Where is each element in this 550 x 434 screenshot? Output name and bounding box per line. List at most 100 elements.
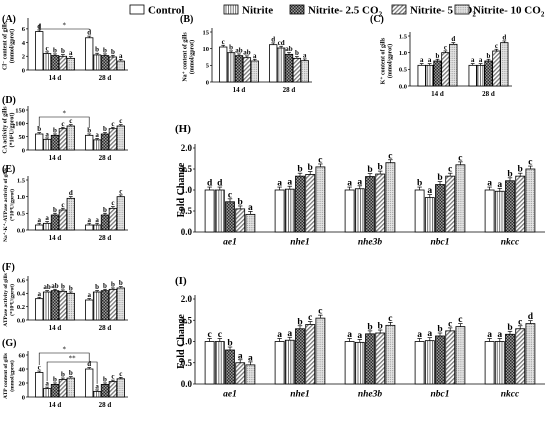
sig-letter: c bbox=[111, 373, 114, 381]
sig-letter: c bbox=[308, 313, 312, 323]
panel-label-i: (I) bbox=[175, 275, 187, 287]
y-axis-label: (mmol/gprot) bbox=[387, 44, 394, 78]
y-axis-label: (mmol/gprot) bbox=[8, 360, 15, 392]
y-tick-label: 150 bbox=[15, 107, 25, 114]
panel-label-g: (G) bbox=[2, 338, 16, 349]
sig-letter: a bbox=[427, 329, 432, 339]
legend-label-sub: 2 bbox=[541, 11, 545, 19]
sig-letter: a bbox=[45, 380, 49, 388]
bar-i-1-0 bbox=[274, 341, 285, 385]
sig-letter: b bbox=[507, 323, 512, 333]
bar-i-0-4 bbox=[245, 364, 256, 385]
sig-letter: b bbox=[436, 52, 440, 60]
x-tick-label: nkcc bbox=[501, 390, 520, 400]
x-tick-label: 28 d bbox=[283, 86, 296, 94]
y-tick-label: 0.5 bbox=[17, 211, 26, 218]
sig-letter: b bbox=[487, 52, 491, 60]
sig-bracket-label: * bbox=[62, 22, 66, 30]
y-axis-label: ATPase activity of gills bbox=[3, 273, 9, 327]
panel-f: (F)ATPase activity of gills (*10²U/gprot)… bbox=[2, 262, 128, 332]
sig-letter: b bbox=[69, 369, 73, 377]
x-tick-label: ae1 bbox=[223, 390, 237, 400]
sig-letter: b bbox=[297, 317, 302, 327]
bar-a-0-1 bbox=[42, 53, 52, 71]
bar-b-1-1 bbox=[276, 47, 286, 83]
sig-letter: c bbox=[528, 158, 532, 168]
legend-label-control: Control bbox=[148, 5, 184, 17]
bar-c-0-4 bbox=[449, 43, 458, 87]
bar-i-1-4 bbox=[315, 317, 326, 385]
bar-g-1-2 bbox=[100, 383, 110, 398]
y-tick-label: 0 bbox=[22, 147, 25, 154]
legend: Control Nitrite Nitrite- 2.5 CO2 Nitrite… bbox=[129, 5, 545, 19]
y-tick-label: 100 bbox=[15, 121, 25, 128]
bar-g-0-0 bbox=[35, 372, 44, 398]
sig-letter: a bbox=[428, 56, 432, 64]
sig-letter: a bbox=[487, 179, 492, 189]
y-tick-label: 0.5 bbox=[181, 206, 193, 216]
sig-letter: c bbox=[61, 201, 64, 209]
x-tick-label: nbc1 bbox=[431, 238, 450, 248]
bar-g-0-3 bbox=[58, 379, 68, 398]
sig-letter: d bbox=[217, 179, 223, 189]
bar-g-1-4 bbox=[116, 378, 125, 398]
y-tick-label: 1.0 bbox=[181, 337, 193, 347]
bar-g-1-1 bbox=[92, 390, 102, 398]
x-tick-label: 14 d bbox=[49, 154, 62, 162]
x-tick-label: 14 d bbox=[431, 90, 444, 98]
bar-h-4-0 bbox=[484, 189, 495, 233]
sig-letter: a bbox=[487, 330, 492, 340]
legend-item-nitrite: Nitrite bbox=[223, 5, 273, 17]
bar-d-0-0 bbox=[35, 133, 44, 151]
bar-h-1-4 bbox=[315, 166, 326, 233]
sig-letter: c bbox=[38, 364, 41, 372]
bar-b-1-0 bbox=[269, 44, 278, 83]
bar-i-3-1 bbox=[424, 340, 435, 385]
panel-label-d: (D) bbox=[2, 95, 16, 106]
sig-letter: b bbox=[229, 43, 233, 51]
bar-i-2-2 bbox=[365, 333, 375, 385]
y-tick-label: 0.0 bbox=[399, 83, 407, 90]
sig-letter: b bbox=[119, 279, 123, 287]
sig-letter: b bbox=[308, 163, 313, 173]
panel-d: (D)CA activity of gills (*10²U/gprot) 0 50 1… bbox=[2, 95, 128, 162]
y-tick-label: 6 bbox=[22, 26, 26, 33]
legend-label-sub: 2 bbox=[379, 11, 383, 19]
x-tick-label: nbc1 bbox=[431, 390, 450, 400]
y-tick-label: 0.2 bbox=[17, 304, 25, 311]
y-tick-label: 0.0 bbox=[17, 317, 25, 324]
bar-i-2-0 bbox=[344, 341, 355, 385]
sig-letter: b bbox=[103, 282, 107, 290]
bar-h-2-2 bbox=[365, 176, 375, 233]
bar-a-1-1 bbox=[92, 54, 102, 71]
y-tick-label: 10 bbox=[203, 46, 210, 53]
sig-letter: c bbox=[448, 165, 452, 175]
sig-letter: b bbox=[507, 169, 512, 179]
sig-letter: c bbox=[458, 153, 462, 163]
sig-letter: b bbox=[61, 371, 65, 379]
legend-label-text: Nitrite- 10 CO bbox=[473, 5, 541, 17]
bar-c-0-1 bbox=[425, 64, 434, 87]
x-tick-label: 14 d bbox=[233, 86, 246, 94]
sig-letter: a bbox=[497, 180, 502, 190]
sig-letter: ab bbox=[51, 282, 59, 290]
sig-letter: a bbox=[253, 52, 257, 60]
sig-bracket bbox=[46, 361, 98, 384]
bar-f-1-2 bbox=[100, 290, 110, 321]
bar-b-1-2 bbox=[284, 53, 294, 83]
sig-letter: a bbox=[45, 214, 49, 222]
y-axis-label: (*10²U/gprot) bbox=[8, 284, 15, 316]
sig-letter: d bbox=[207, 179, 213, 189]
y-axis-label: CA activity of gills bbox=[3, 106, 9, 154]
sig-letter: a bbox=[497, 330, 502, 340]
bar-b-0-0 bbox=[219, 46, 228, 83]
y-tick-label: 0.4 bbox=[17, 291, 26, 298]
x-tick-label: 28 d bbox=[99, 74, 112, 82]
bar-d-1-2 bbox=[100, 133, 110, 151]
sig-letter: c bbox=[111, 120, 114, 128]
x-tick-label: 14 d bbox=[49, 74, 62, 82]
sig-letter: b bbox=[53, 375, 57, 383]
y-tick-label: 1.5 bbox=[181, 315, 193, 325]
panel-label-f: (F) bbox=[2, 262, 15, 273]
bar-d-1-4 bbox=[116, 125, 125, 151]
